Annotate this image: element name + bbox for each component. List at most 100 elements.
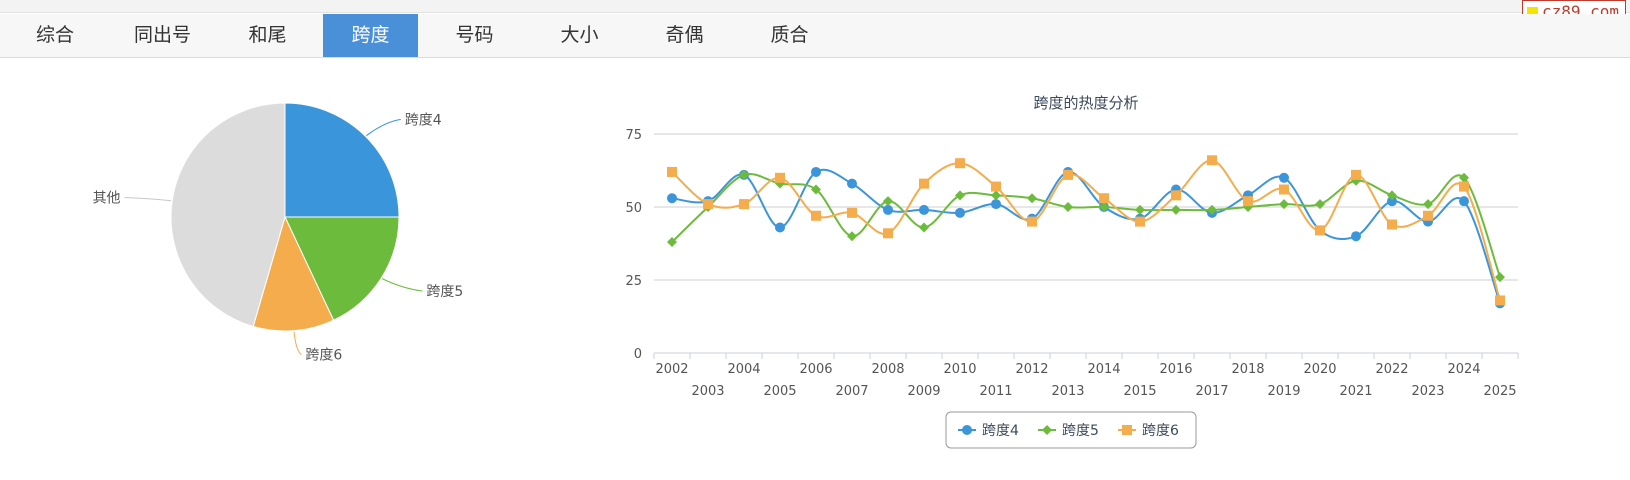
pie-connector-4 xyxy=(124,197,172,202)
data-point xyxy=(811,184,821,195)
x-tick-label: 2006 xyxy=(799,362,832,377)
x-tick-label: 2019 xyxy=(1267,384,1300,399)
tab-tongchuhao[interactable]: 同出号 xyxy=(133,24,191,46)
legend-label: 跨度4 xyxy=(982,423,1019,439)
x-tick-label: 2009 xyxy=(907,384,940,399)
data-point xyxy=(739,169,749,180)
y-tick-label: 50 xyxy=(625,201,642,216)
legend-label: 跨度6 xyxy=(1142,423,1179,439)
data-point xyxy=(1099,202,1109,212)
x-tick-label: 2011 xyxy=(979,384,1012,399)
data-point xyxy=(667,237,677,248)
pie-slice-4 xyxy=(170,102,286,328)
pie-label: 跨度5 xyxy=(426,284,463,300)
x-tick-label: 2012 xyxy=(1015,362,1048,377)
data-point xyxy=(1351,231,1361,242)
legend-box xyxy=(945,411,1197,449)
x-tick-label: 2002 xyxy=(655,362,688,377)
data-point xyxy=(1279,184,1289,195)
data-point xyxy=(991,181,1001,192)
data-point xyxy=(1495,272,1505,283)
data-point xyxy=(1315,199,1325,210)
data-point xyxy=(847,178,857,189)
x-tick-label: 2023 xyxy=(1411,384,1444,399)
x-tick-label: 2014 xyxy=(1087,362,1120,377)
x-tick-label: 2016 xyxy=(1159,362,1192,377)
tab-bar: 综合 同出号 和尾 跨度 号码 大小 奇偶 质合 xyxy=(0,14,1630,58)
data-point xyxy=(955,158,965,169)
pie-label: 其他 xyxy=(93,191,121,207)
x-tick-label: 2007 xyxy=(835,384,868,399)
pie-slice-2 xyxy=(284,216,400,321)
series-line-6 xyxy=(671,159,1501,301)
y-tick-label: 0 xyxy=(634,347,642,362)
data-point xyxy=(811,210,821,221)
data-point xyxy=(1423,210,1433,221)
data-point xyxy=(1387,219,1397,230)
y-tick-label: 75 xyxy=(625,128,642,143)
data-point xyxy=(1387,196,1397,207)
legend-label: 跨度5 xyxy=(1062,423,1099,439)
data-point xyxy=(1387,190,1397,201)
data-point xyxy=(1171,190,1181,201)
tab-hewei[interactable]: 和尾 xyxy=(248,24,287,46)
data-point xyxy=(847,231,857,242)
data-point xyxy=(1351,169,1361,180)
tab-jiou[interactable]: 奇偶 xyxy=(665,24,704,46)
data-point xyxy=(1495,295,1505,306)
pie-label: 跨度4 xyxy=(405,112,442,128)
data-point xyxy=(1099,193,1109,204)
x-tick-label: 2022 xyxy=(1375,362,1408,377)
pie-slice-3 xyxy=(252,215,335,332)
pie-chart: 跨度4 跨度5 跨度6 其他 xyxy=(93,102,463,364)
tab-zhihe[interactable]: 质合 xyxy=(770,24,809,46)
tab-daxiao[interactable]: 大小 xyxy=(560,24,599,46)
tab-haoma[interactable]: 号码 xyxy=(455,24,494,46)
data-point xyxy=(1459,172,1469,183)
legend-marker xyxy=(962,425,972,435)
data-point xyxy=(1423,199,1433,210)
data-point xyxy=(1459,181,1469,192)
x-tick-label: 2024 xyxy=(1447,362,1480,377)
data-point xyxy=(1135,216,1145,227)
line-chart: 跨度的热度分析025507520022003200420052006200720… xyxy=(625,94,1519,449)
data-point xyxy=(1315,225,1325,236)
data-point xyxy=(955,190,965,201)
data-point xyxy=(1027,216,1037,227)
x-tick-label: 2008 xyxy=(871,362,904,377)
legend-marker xyxy=(1122,425,1132,435)
data-point xyxy=(703,199,713,210)
data-point xyxy=(883,204,893,215)
data-point xyxy=(775,172,785,183)
tab-kuadu[interactable]: 跨度 xyxy=(323,14,418,57)
data-point xyxy=(811,166,821,177)
data-point xyxy=(1207,204,1217,215)
pie-connector-2 xyxy=(381,278,423,292)
x-tick-label: 2013 xyxy=(1051,384,1084,399)
series-line-5 xyxy=(671,173,1501,278)
x-tick-label: 2010 xyxy=(943,362,976,377)
series-line-4 xyxy=(671,168,1501,304)
data-point xyxy=(775,222,785,233)
data-point xyxy=(883,196,893,207)
data-point xyxy=(1243,196,1253,207)
data-point xyxy=(1459,196,1469,207)
x-tick-label: 2020 xyxy=(1303,362,1336,377)
pie-slice-1 xyxy=(284,102,400,218)
y-tick-label: 25 xyxy=(625,274,642,289)
data-point xyxy=(919,178,929,189)
x-tick-label: 2021 xyxy=(1339,384,1372,399)
x-tick-label: 2015 xyxy=(1123,384,1156,399)
pie-label: 跨度6 xyxy=(305,348,342,364)
data-point xyxy=(1279,199,1289,210)
data-point xyxy=(667,193,677,204)
data-point xyxy=(1279,172,1289,183)
data-point xyxy=(883,228,893,239)
tab-zonghe[interactable]: 综合 xyxy=(35,24,74,46)
data-point xyxy=(739,199,749,210)
data-point xyxy=(1135,204,1145,215)
logo-square-icon xyxy=(1526,7,1538,18)
data-point xyxy=(1063,202,1073,212)
data-point xyxy=(667,166,677,177)
data-point xyxy=(955,207,965,218)
